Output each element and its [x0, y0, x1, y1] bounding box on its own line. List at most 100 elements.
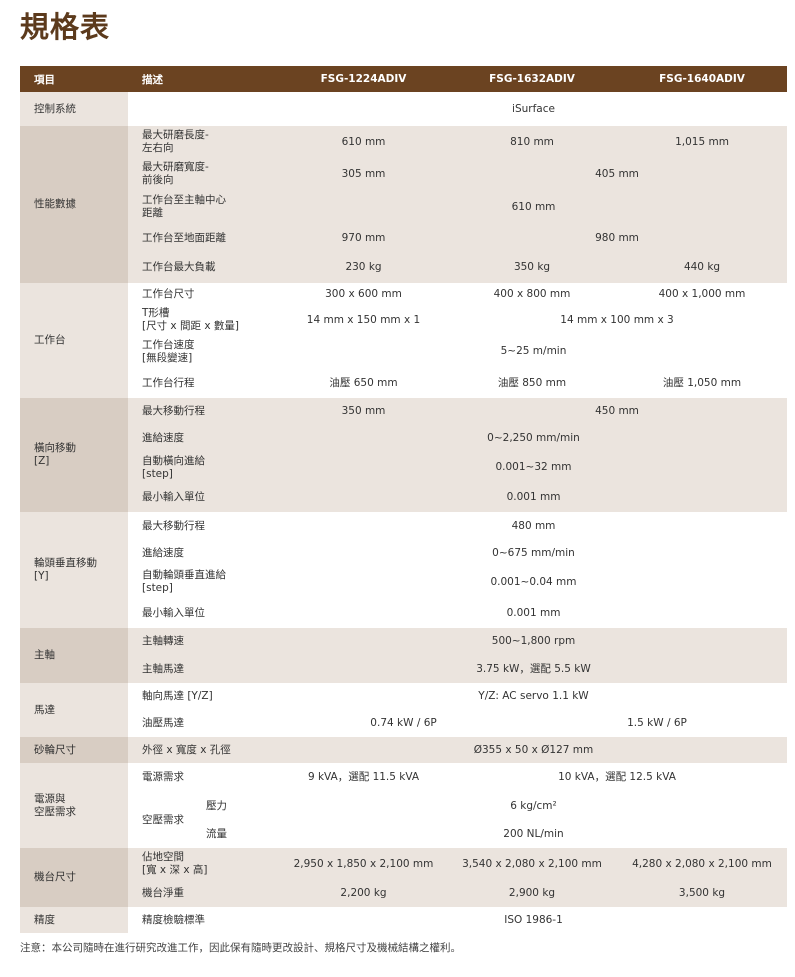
desc-cell: 工作台至主軸中心 距離 — [128, 190, 280, 224]
flow-label: 流量 — [206, 827, 227, 840]
cell: 200 NL/min — [280, 820, 787, 848]
desc-cell: 機台淨重 — [128, 880, 280, 907]
desc-cell: 精度檢驗標準 — [128, 907, 280, 933]
cell: 610 mm — [280, 126, 447, 158]
cell: 400 x 1,000 mm — [617, 283, 787, 305]
cell: ISO 1986-1 — [280, 907, 787, 933]
disclaimer-note: 注意：本公司隨時在進行研究改進工作，因此保有隨時更改設計、規格尺寸及機械結構之權… — [20, 942, 461, 954]
cell: 610 mm — [280, 190, 787, 224]
group-label: 主軸 — [20, 628, 128, 683]
table-row: 輪頭垂直移動 [Y] 最大移動行程 480 mm — [20, 512, 787, 628]
table-row: 工作台速度 [無段變速] 5~25 m/min — [20, 335, 787, 368]
table-row: 進給速度 0~675 mm/min — [20, 540, 787, 566]
cell: 2,200 kg — [280, 880, 447, 907]
table-header: 項目 描述 FSG-1224ADIV FSG-1632ADIV FSG-1640… — [20, 66, 787, 92]
cell: 3,500 kg — [617, 880, 787, 907]
cell: 10 kVA，選配 12.5 kVA — [447, 763, 787, 792]
table-row: 機台尺寸 佔地空間 [寬 x 深 x 高] 2,950 x 1,850 x 2,… — [20, 848, 787, 907]
table-row: 油壓馬達 0.74 kW / 6P 1.5 kW / 6P — [20, 710, 787, 737]
desc-cell: 工作台最大負載 — [128, 252, 280, 283]
cell: 油壓 650 mm — [280, 368, 447, 398]
cell: 405 mm — [447, 158, 787, 190]
cell: 230 kg — [280, 252, 447, 283]
cell: 3.75 kW，選配 5.5 kW — [280, 655, 787, 683]
cell: 1.5 kW / 6P — [617, 710, 787, 737]
group-label: 機台尺寸 — [20, 848, 128, 907]
table-row: 自動輪頭垂直進給 [step] 0.001~0.04 mm — [20, 566, 787, 598]
group-label: 控制系統 — [20, 92, 128, 126]
header-model: FSG-1640ADIV — [617, 66, 787, 92]
table-row: 工作台至主軸中心 距離 610 mm — [20, 190, 787, 224]
cell: 480 mm — [280, 512, 787, 540]
cell: 0.001 mm — [280, 598, 787, 628]
table-row: 200 NL/min — [20, 820, 787, 848]
desc-cell: 最大研磨寬度- 前後向 — [128, 158, 280, 190]
cell: 300 x 600 mm — [280, 283, 447, 305]
cell: 3,540 x 2,080 x 2,100 mm — [447, 848, 617, 880]
group-label: 性能數據 — [20, 126, 128, 283]
cell: 4,280 x 2,080 x 2,100 mm — [617, 848, 787, 880]
desc-cell: 電源需求 — [128, 763, 280, 792]
cell: 450 mm — [447, 398, 787, 425]
cell: 970 mm — [280, 224, 447, 252]
cell: 500~1,800 rpm — [280, 628, 787, 655]
desc-cell: 外徑 x 寬度 x 孔徑 — [128, 737, 280, 763]
cell: 2,900 kg — [447, 880, 617, 907]
cell: Ø355 x 50 x Ø127 mm — [280, 737, 787, 763]
desc-cell: 最大移動行程 — [128, 512, 280, 540]
cell: 2,950 x 1,850 x 2,100 mm — [280, 848, 447, 880]
table-row: 自動橫向進給 [step] 0.001~32 mm — [20, 452, 787, 483]
table-row: 機台淨重 2,200 kg 2,900 kg 3,500 kg — [20, 880, 787, 907]
desc-cell: 最大移動行程 — [128, 398, 280, 425]
cell: 1,015 mm — [617, 126, 787, 158]
cell: 14 mm x 100 mm x 3 — [447, 305, 787, 335]
cell: 305 mm — [280, 158, 447, 190]
desc-cell: 工作台尺寸 — [128, 283, 280, 305]
table-row: 控制系統 iSurface — [20, 92, 787, 126]
desc-cell: 工作台速度 [無段變速] — [128, 335, 280, 368]
table-row: 工作台行程 油壓 650 mm 油壓 850 mm 油壓 1,050 mm — [20, 368, 787, 398]
air-label: 空壓需求 — [142, 813, 184, 826]
spec-table: 項目 描述 FSG-1224ADIV FSG-1632ADIV FSG-1640… — [20, 66, 787, 933]
desc-cell: 主軸馬達 — [128, 655, 280, 683]
table-row: T形槽 [尺寸 x 間距 x 數量] 14 mm x 150 mm x 1 14… — [20, 305, 787, 335]
desc-cell: 進給速度 — [128, 540, 280, 566]
cell: 9 kVA，選配 11.5 kVA — [280, 763, 447, 792]
table-row: 主軸馬達 3.75 kW，選配 5.5 kW — [20, 655, 787, 683]
desc-cell: 最小輸入單位 — [128, 483, 280, 512]
header-desc: 描述 — [128, 66, 280, 92]
desc-cell: 油壓馬達 — [128, 710, 280, 737]
header-model: FSG-1224ADIV — [280, 66, 447, 92]
header-item: 項目 — [20, 66, 128, 92]
desc-cell: 最大研磨長度- 左右向 — [128, 126, 280, 158]
desc-cell: 軸向馬達 [Y/Z] — [128, 683, 280, 710]
cell: 400 x 800 mm — [447, 283, 617, 305]
cell: 0.001~32 mm — [280, 452, 787, 483]
group-label: 工作台 — [20, 283, 128, 398]
group-label: 橫向移動 [Z] — [20, 398, 128, 512]
pressure-label: 壓力 — [206, 799, 227, 812]
table-row: 工作台最大負載 230 kg 350 kg 440 kg — [20, 252, 787, 283]
table-row: 最小輸入單位 0.001 mm — [20, 598, 787, 628]
cell: 810 mm — [447, 126, 617, 158]
table-row: 工作台 工作台尺寸 300 x 600 mm 400 x 800 mm 400 … — [20, 283, 787, 398]
group-label: 電源與 空壓需求 — [20, 763, 128, 848]
cell: 980 mm — [447, 224, 787, 252]
table-row: 砂輪尺寸 外徑 x 寬度 x 孔徑 Ø355 x 50 x Ø127 mm — [20, 737, 787, 763]
table-row: 馬達 軸向馬達 [Y/Z] Y/Z: AC servo 1.1 kW — [20, 683, 787, 737]
desc-cell: 工作台行程 — [128, 368, 280, 398]
desc-cell: 自動輪頭垂直進給 [step] — [128, 566, 280, 598]
desc-cell: 進給速度 — [128, 425, 280, 452]
table-row: 空壓需求 壓力 流量 6 kg/cm² — [20, 792, 787, 848]
cell: 油壓 1,050 mm — [617, 368, 787, 398]
table-row: 性能數據 最大研磨長度- 左右向 610 mm 810 mm 1,015 mm — [20, 126, 787, 283]
cell: 油壓 850 mm — [447, 368, 617, 398]
desc-cell: 空壓需求 壓力 流量 — [128, 792, 280, 848]
cell: 5~25 m/min — [280, 335, 787, 368]
table-row: 進給速度 0~2,250 mm/min — [20, 425, 787, 452]
group-label: 馬達 — [20, 683, 128, 737]
table-row: 橫向移動 [Z] 最大移動行程 350 mm 450 mm — [20, 398, 787, 512]
table-row: 工作台至地面距離 970 mm 980 mm — [20, 224, 787, 252]
desc-cell: T形槽 [尺寸 x 間距 x 數量] — [128, 305, 280, 335]
cell: 0~2,250 mm/min — [280, 425, 787, 452]
